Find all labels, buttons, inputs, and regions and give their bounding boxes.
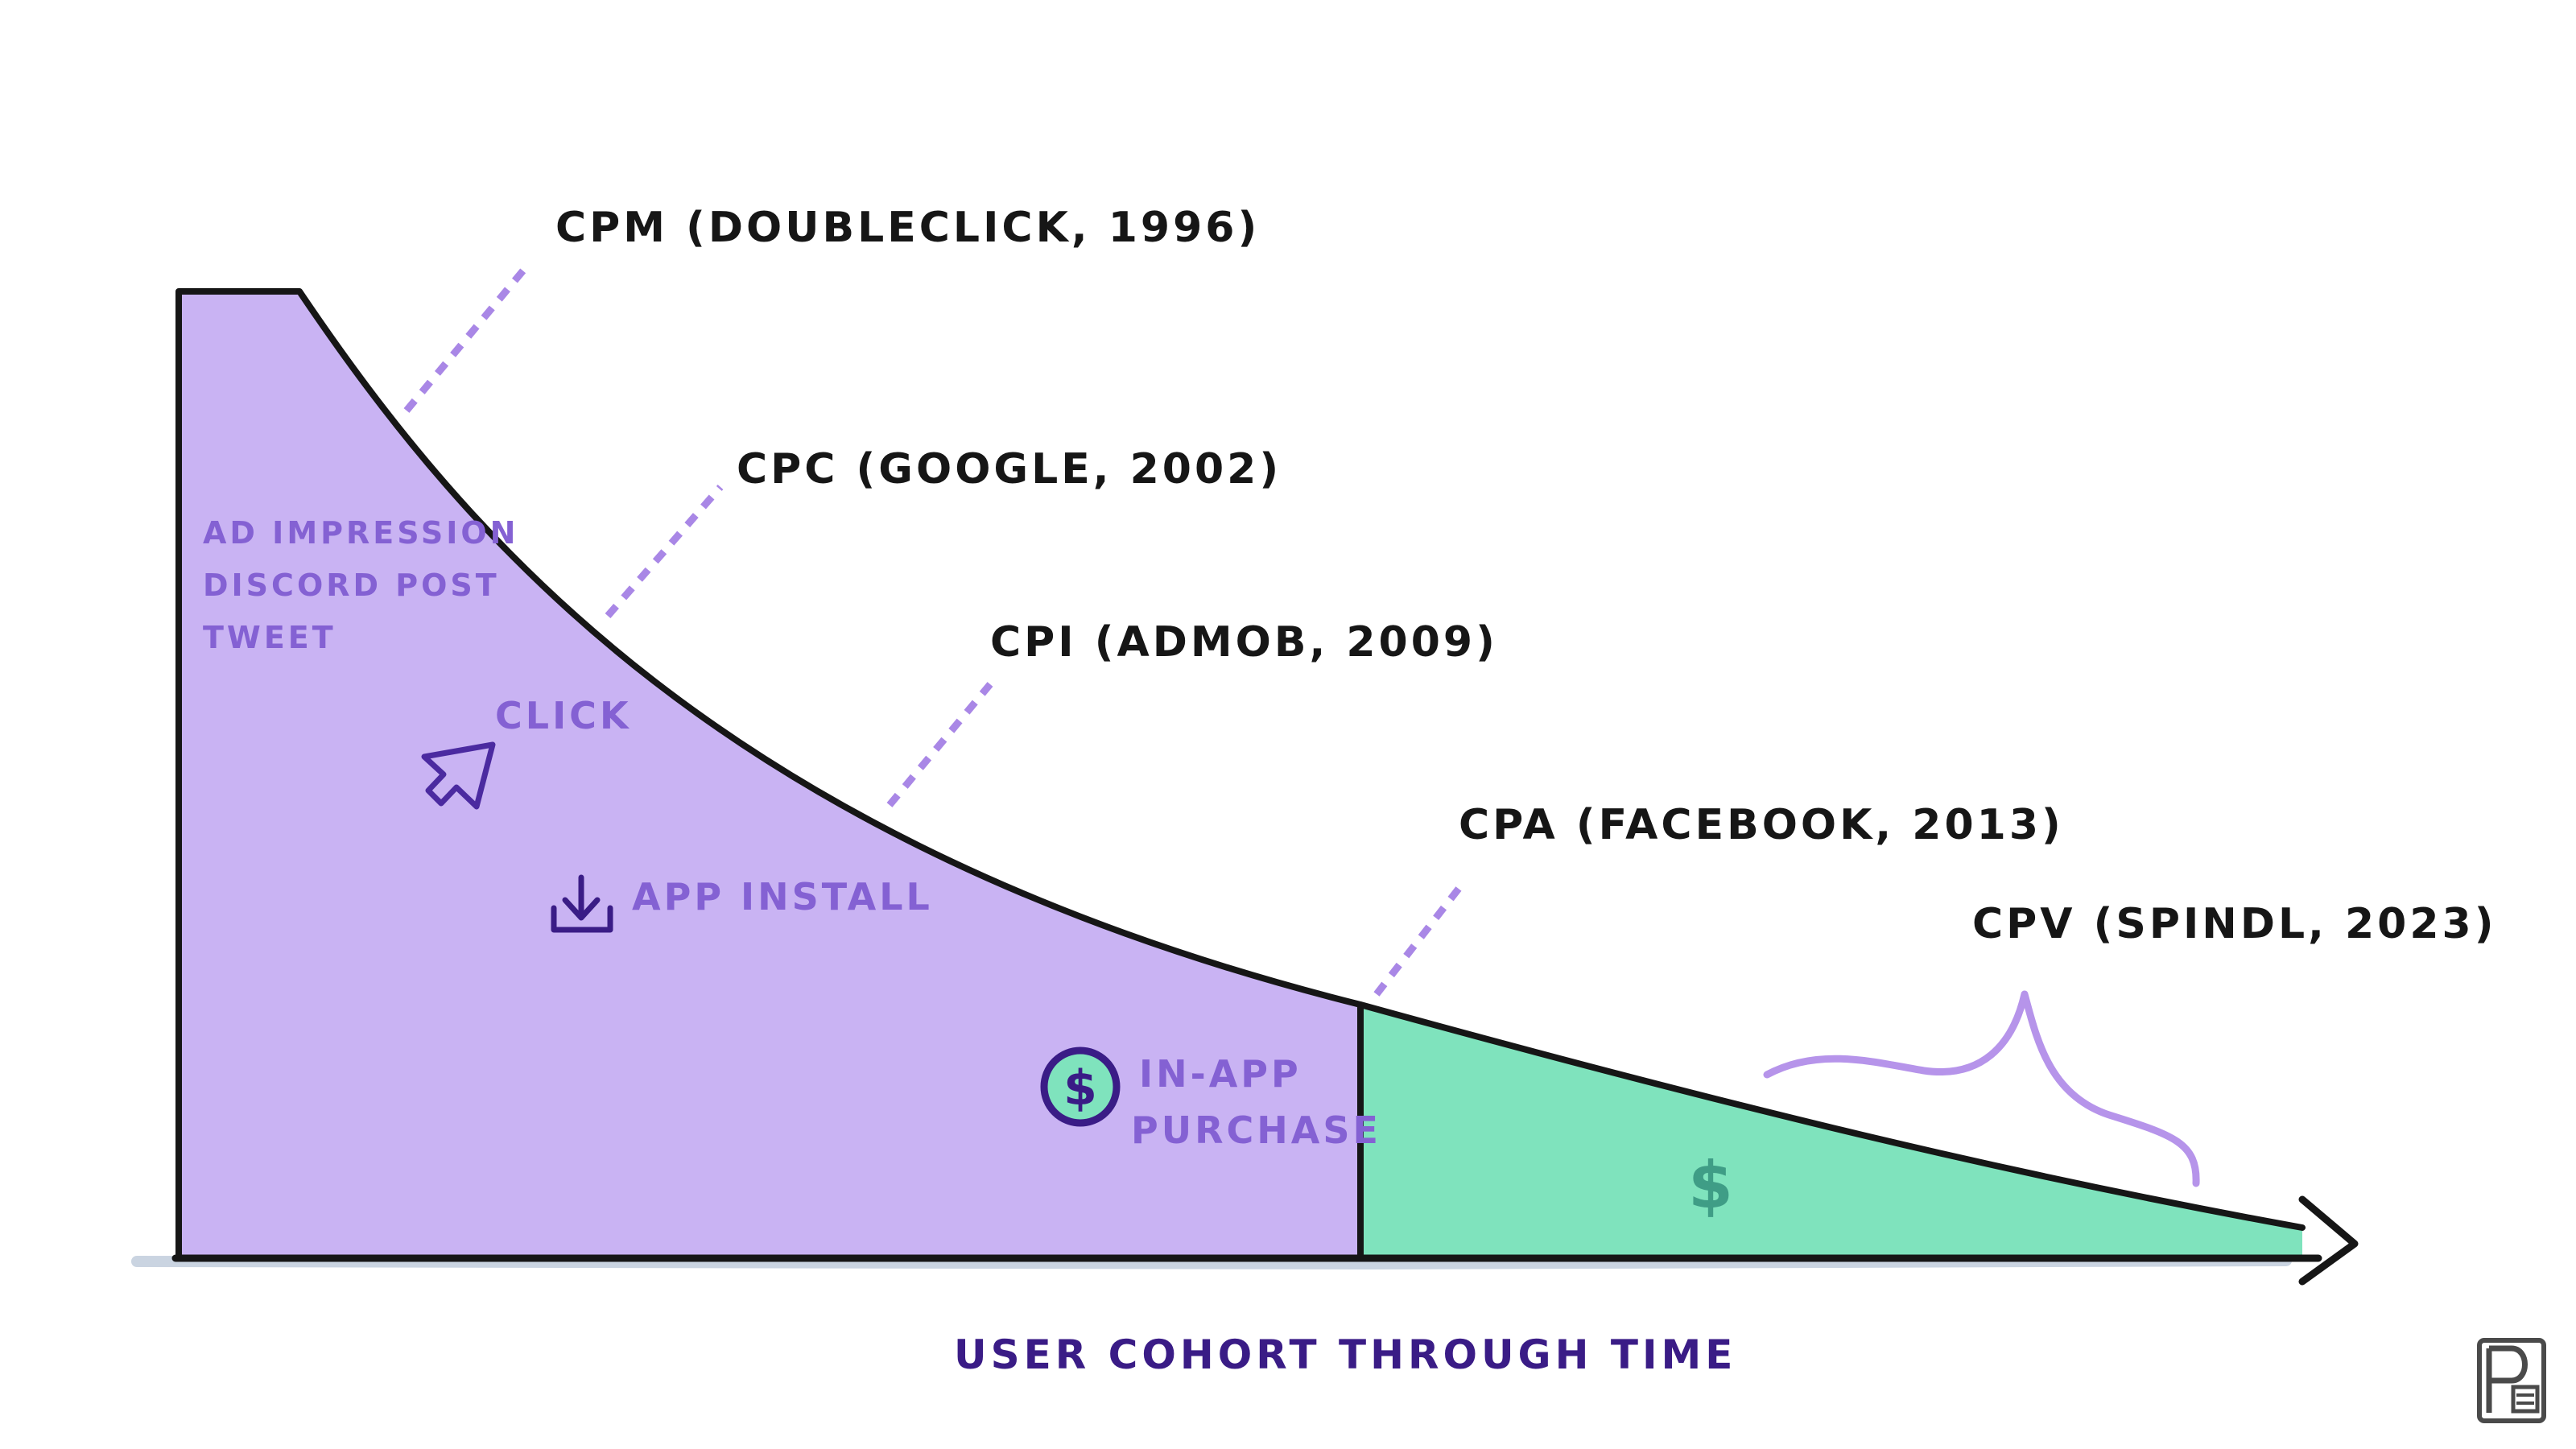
stage-impression-line1: AD IMPRESSION	[203, 515, 518, 551]
dollar-icon: $	[1688, 1148, 1733, 1223]
stage-purchase-line1: IN-APP	[1139, 1052, 1302, 1096]
cpi-leader	[886, 682, 993, 807]
cpv-label: CPV (SPINDL, 2023)	[1972, 900, 2496, 948]
download-icon	[551, 874, 613, 933]
publisher-logo-icon	[2477, 1338, 2546, 1423]
cpa-leader	[1373, 883, 1464, 997]
cpv-brace	[1763, 990, 2200, 1187]
stage-impression-line2: DISCORD POST	[203, 568, 500, 603]
cpc-leader	[605, 485, 724, 618]
x-axis-label: USER COHORT THROUGH TIME	[954, 1331, 1736, 1378]
cpm-leader	[403, 263, 530, 413]
curve-outline	[175, 288, 2306, 1261]
green-region	[1360, 1005, 2302, 1258]
cpi-label: CPI (ADMOB, 2009)	[990, 618, 1498, 667]
dollar-coin-icon: $	[1040, 1046, 1121, 1127]
cpm-label: CPM (DOUBLECLICK, 1996)	[555, 204, 1260, 252]
stage-impression-line3: TWEET	[203, 620, 336, 655]
cpa-label: CPA (FACEBOOK, 2013)	[1459, 801, 2064, 849]
stage-click: CLICK	[495, 694, 632, 737]
coin-dollar-sign: $	[1063, 1060, 1097, 1117]
stage-purchase-line2: PURCHASE	[1131, 1108, 1381, 1152]
cpc-label: CPC (GOOGLE, 2002)	[737, 445, 1282, 493]
cursor-arrow-icon	[421, 741, 496, 810]
purple-region	[179, 291, 1360, 1258]
stage-install: APP INSTALL	[632, 875, 933, 919]
time-axis-arrowhead	[2298, 1195, 2359, 1286]
